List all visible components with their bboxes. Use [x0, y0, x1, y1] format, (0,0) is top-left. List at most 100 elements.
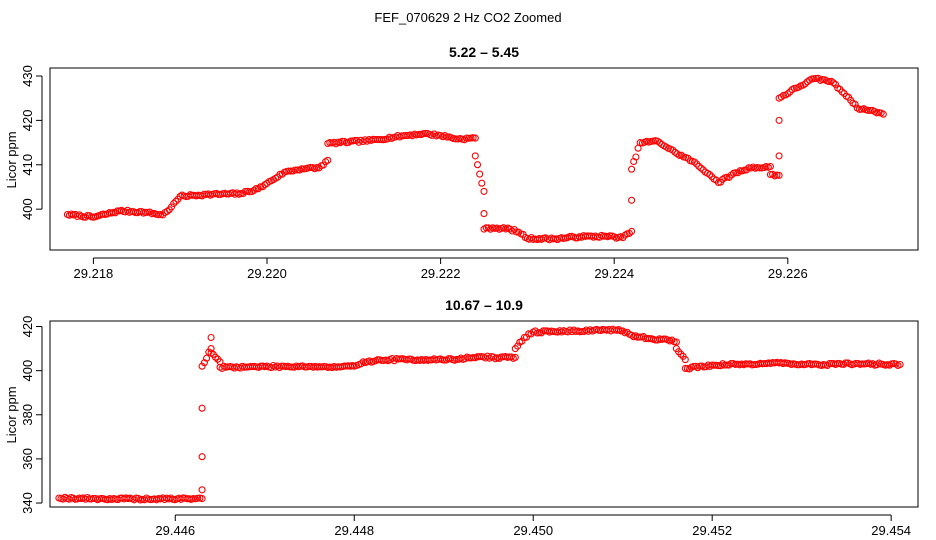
data-point [537, 329, 545, 337]
top-data-points [63, 74, 887, 244]
data-point [831, 80, 840, 88]
x-tick-label: 29.450 [513, 523, 553, 538]
data-point [324, 156, 332, 164]
data-point [842, 359, 850, 367]
bottom-plot-frame [49, 320, 919, 508]
y-tick-label: 420 [20, 316, 35, 338]
y-tick-label: 340 [20, 492, 35, 514]
data-point [421, 129, 429, 137]
data-point [207, 345, 215, 353]
data-point [659, 335, 668, 343]
data-point [838, 88, 846, 96]
data-point [812, 74, 820, 82]
data-point [154, 211, 163, 219]
data-point [512, 228, 521, 236]
data-point [706, 170, 714, 179]
data-point [269, 361, 277, 370]
data-point [632, 153, 640, 161]
data-point [355, 138, 363, 146]
data-point [471, 134, 479, 142]
x-tick-label: 29.446 [155, 523, 195, 538]
bottom-panel-title: 10.67 – 10.9 [445, 297, 523, 313]
data-point [390, 357, 398, 365]
y-tick-label: 400 [20, 198, 35, 220]
data-point [527, 234, 535, 242]
data-point [879, 110, 887, 118]
y-tick-label: 430 [20, 65, 35, 87]
data-point [518, 337, 526, 345]
data-point [690, 158, 699, 166]
data-point [170, 199, 178, 208]
data-point [203, 354, 211, 362]
data-point [363, 137, 371, 145]
y-tick-label: 380 [20, 404, 35, 426]
data-point [246, 188, 254, 196]
data-point [766, 170, 774, 179]
top-y-axis-label: Licor ppm [4, 131, 19, 188]
bottom-y-axis: 340 360 380 400 420 [20, 316, 43, 514]
data-point [285, 167, 293, 175]
bottom-data-points [55, 325, 904, 504]
data-point [514, 342, 522, 350]
data-point [727, 171, 735, 179]
data-point [480, 187, 488, 195]
data-point [745, 164, 753, 172]
data-point [695, 162, 703, 170]
data-point [298, 165, 306, 173]
data-point [198, 486, 206, 494]
data-point [766, 162, 774, 171]
data-point [681, 356, 689, 364]
data-point [784, 90, 792, 98]
data-point [795, 83, 803, 91]
data-point [443, 133, 451, 141]
data-point [677, 350, 685, 358]
data-point [775, 116, 783, 124]
data-point [250, 186, 258, 194]
y-tick-label: 410 [20, 154, 35, 176]
data-point [619, 327, 627, 335]
data-point [207, 333, 215, 342]
data-point [506, 225, 514, 233]
data-point [670, 338, 678, 346]
data-point [198, 495, 206, 503]
data-point [287, 167, 295, 175]
data-point [471, 152, 479, 160]
data-point [896, 360, 904, 369]
data-point [699, 166, 707, 174]
data-point [564, 328, 572, 336]
data-point [267, 364, 275, 372]
data-point [640, 333, 648, 341]
x-tick-label: 29.218 [74, 266, 114, 281]
bottom-y-axis-label: Licor ppm [4, 386, 19, 443]
data-point [252, 185, 260, 193]
top-panel: 5.22 – 5.45 Licor ppm 29.218 29.220 29.222… [4, 44, 919, 281]
data-point [851, 100, 859, 108]
data-point [198, 453, 206, 461]
top-panel-title: 5.22 – 5.45 [449, 44, 519, 60]
y-tick-label: 360 [20, 448, 35, 470]
data-point [743, 166, 751, 174]
data-point [511, 353, 519, 361]
y-tick-label: 400 [20, 360, 35, 382]
top-y-axis: 400 410 420 430 [20, 65, 43, 220]
bottom-x-axis: 29.446 29.448 29.450 29.452 29.454 [155, 514, 911, 538]
data-point [702, 363, 710, 371]
data-point [256, 183, 265, 191]
data-point [672, 338, 680, 346]
data-point [211, 353, 220, 361]
figure-title: FEF_070629 2 Hz CO2 Zoomed [374, 10, 561, 25]
x-tick-label: 29.452 [692, 523, 732, 538]
data-point [697, 164, 705, 172]
data-point [293, 166, 301, 174]
data-point [866, 106, 874, 114]
bottom-panel: 10.67 – 10.9 Licor ppm 29.446 29.448 29.45… [4, 297, 919, 538]
data-point [111, 209, 119, 217]
data-point [146, 208, 154, 216]
data-point [625, 229, 633, 237]
data-point [786, 88, 794, 96]
x-tick-label: 29.448 [334, 523, 374, 538]
data-point [357, 360, 365, 368]
data-point [189, 495, 197, 503]
data-point [198, 362, 206, 370]
data-point [864, 106, 872, 114]
